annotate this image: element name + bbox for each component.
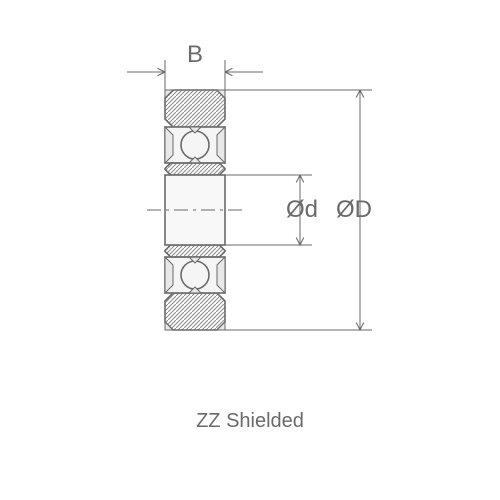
diagram-stage: ZZ Shielded B Ød ØD [0,0,500,500]
dimension-label-bore: Ød [286,196,318,224]
dimension-label-width: B [187,41,203,69]
bearing-body [147,90,243,330]
diagram-caption: ZZ Shielded [0,410,500,433]
dimension-label-outer: ØD [336,196,372,224]
dimension-lines [127,60,372,330]
